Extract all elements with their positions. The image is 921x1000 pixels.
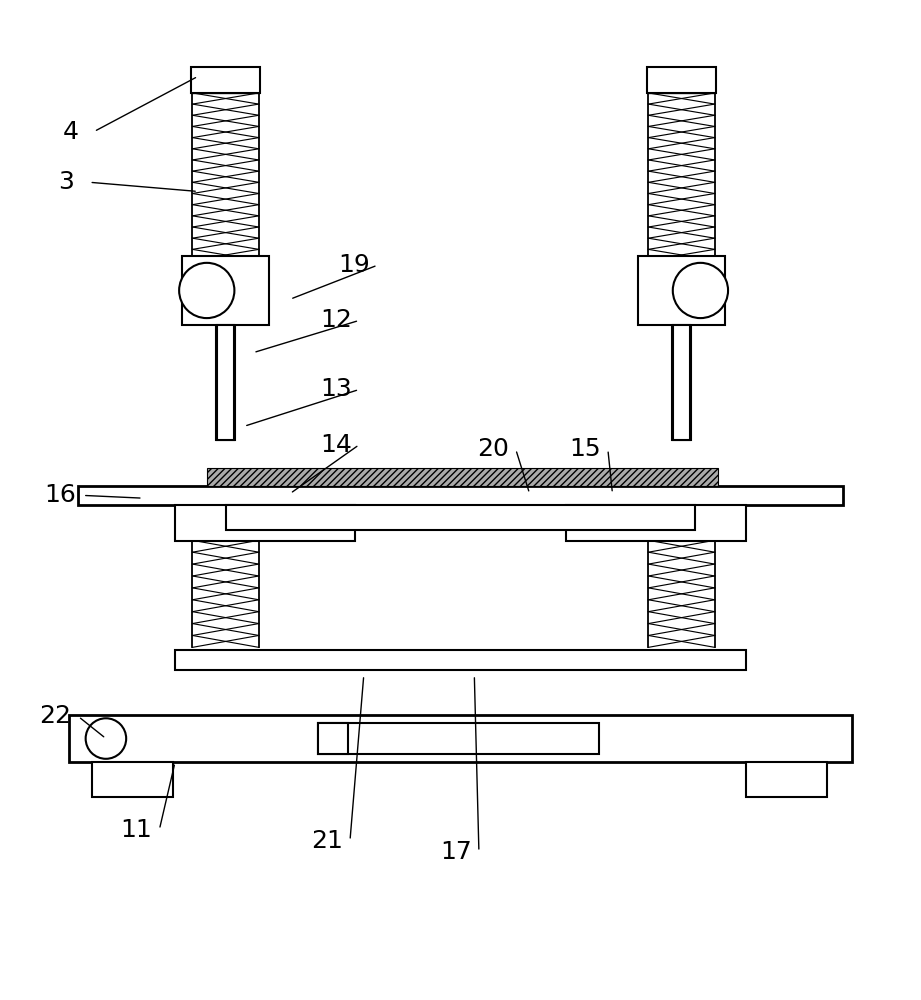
Text: 22: 22: [40, 704, 71, 728]
Bar: [672, 325, 691, 440]
Bar: [566, 505, 746, 541]
Circle shape: [179, 263, 234, 318]
Bar: [318, 723, 599, 754]
Circle shape: [86, 718, 126, 759]
Bar: [69, 715, 852, 762]
Bar: [673, 325, 690, 440]
Text: 3: 3: [58, 170, 75, 194]
Bar: [216, 325, 235, 440]
Bar: [192, 67, 260, 93]
Bar: [226, 505, 695, 530]
Bar: [746, 762, 827, 797]
Text: 15: 15: [569, 437, 600, 461]
Bar: [217, 325, 234, 440]
Circle shape: [672, 263, 728, 318]
Text: 12: 12: [321, 308, 352, 332]
Text: 16: 16: [44, 483, 76, 507]
Bar: [647, 67, 716, 93]
Text: 21: 21: [311, 829, 343, 853]
Bar: [318, 723, 348, 754]
Text: 20: 20: [477, 437, 508, 461]
Text: 13: 13: [321, 377, 352, 401]
Bar: [637, 256, 726, 325]
Text: 19: 19: [339, 253, 370, 277]
Bar: [78, 486, 843, 505]
Text: 17: 17: [440, 840, 472, 864]
Text: 4: 4: [63, 120, 79, 144]
Text: 11: 11: [121, 818, 152, 842]
Bar: [182, 256, 269, 325]
Bar: [175, 505, 355, 541]
Bar: [175, 650, 746, 670]
Bar: [207, 468, 718, 486]
Text: 14: 14: [321, 433, 352, 457]
Bar: [92, 762, 173, 797]
